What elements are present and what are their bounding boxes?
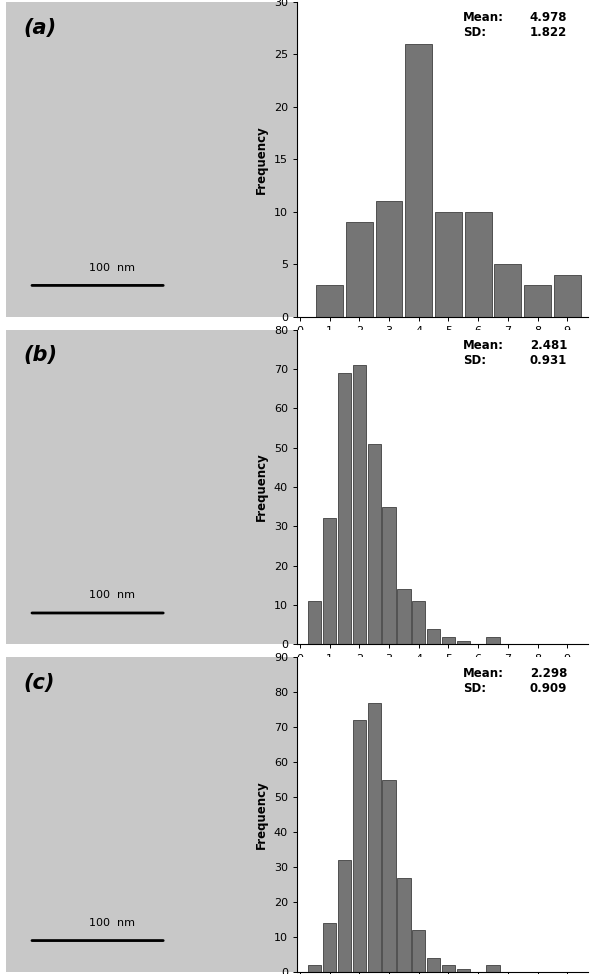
Text: 2.481
0.931: 2.481 0.931	[530, 339, 567, 367]
Bar	[524, 285, 551, 317]
Bar	[486, 637, 499, 645]
Bar	[457, 641, 470, 645]
Text: 100  nm: 100 nm	[89, 263, 135, 273]
Bar	[368, 444, 381, 645]
Bar	[353, 720, 366, 972]
Bar	[382, 506, 396, 645]
Y-axis label: Frequency: Frequency	[255, 453, 268, 521]
Bar	[405, 44, 432, 317]
Bar	[441, 637, 455, 645]
Bar	[465, 212, 492, 317]
Bar	[427, 958, 440, 972]
Text: (c): (c)	[24, 673, 55, 693]
Bar	[346, 222, 373, 317]
Bar	[338, 860, 351, 972]
Bar	[368, 702, 381, 972]
Bar	[397, 878, 411, 972]
Bar	[323, 518, 336, 645]
Bar	[412, 930, 426, 972]
Text: 100  nm: 100 nm	[89, 590, 135, 600]
Text: 100  nm: 100 nm	[89, 918, 135, 928]
Bar	[353, 365, 366, 645]
Text: 2.298
0.909: 2.298 0.909	[530, 666, 567, 694]
Bar	[338, 373, 351, 645]
Bar	[376, 202, 402, 317]
Bar	[554, 275, 580, 317]
Bar	[435, 212, 462, 317]
Y-axis label: Frequency: Frequency	[255, 125, 268, 194]
Bar	[308, 965, 322, 972]
Y-axis label: Frequency: Frequency	[255, 780, 268, 849]
Bar	[412, 601, 426, 645]
X-axis label: Partilce size (nm): Partilce size (nm)	[385, 669, 501, 682]
Text: (a): (a)	[24, 18, 57, 38]
Text: Mean:
SD:: Mean: SD:	[463, 666, 504, 694]
Bar	[441, 965, 455, 972]
Bar	[397, 589, 411, 645]
X-axis label: Partilce size (nm): Partilce size (nm)	[385, 342, 501, 355]
Bar	[457, 968, 470, 972]
Bar	[316, 285, 343, 317]
Bar	[427, 629, 440, 645]
Bar	[382, 779, 396, 972]
Bar	[308, 601, 322, 645]
Bar	[486, 965, 499, 972]
Text: Mean:
SD:: Mean: SD:	[463, 339, 504, 367]
Text: Mean:
SD:: Mean: SD:	[463, 12, 504, 39]
Bar	[323, 923, 336, 972]
Bar	[495, 264, 521, 317]
Text: 4.978
1.822: 4.978 1.822	[530, 12, 567, 39]
Text: (b): (b)	[24, 345, 57, 365]
